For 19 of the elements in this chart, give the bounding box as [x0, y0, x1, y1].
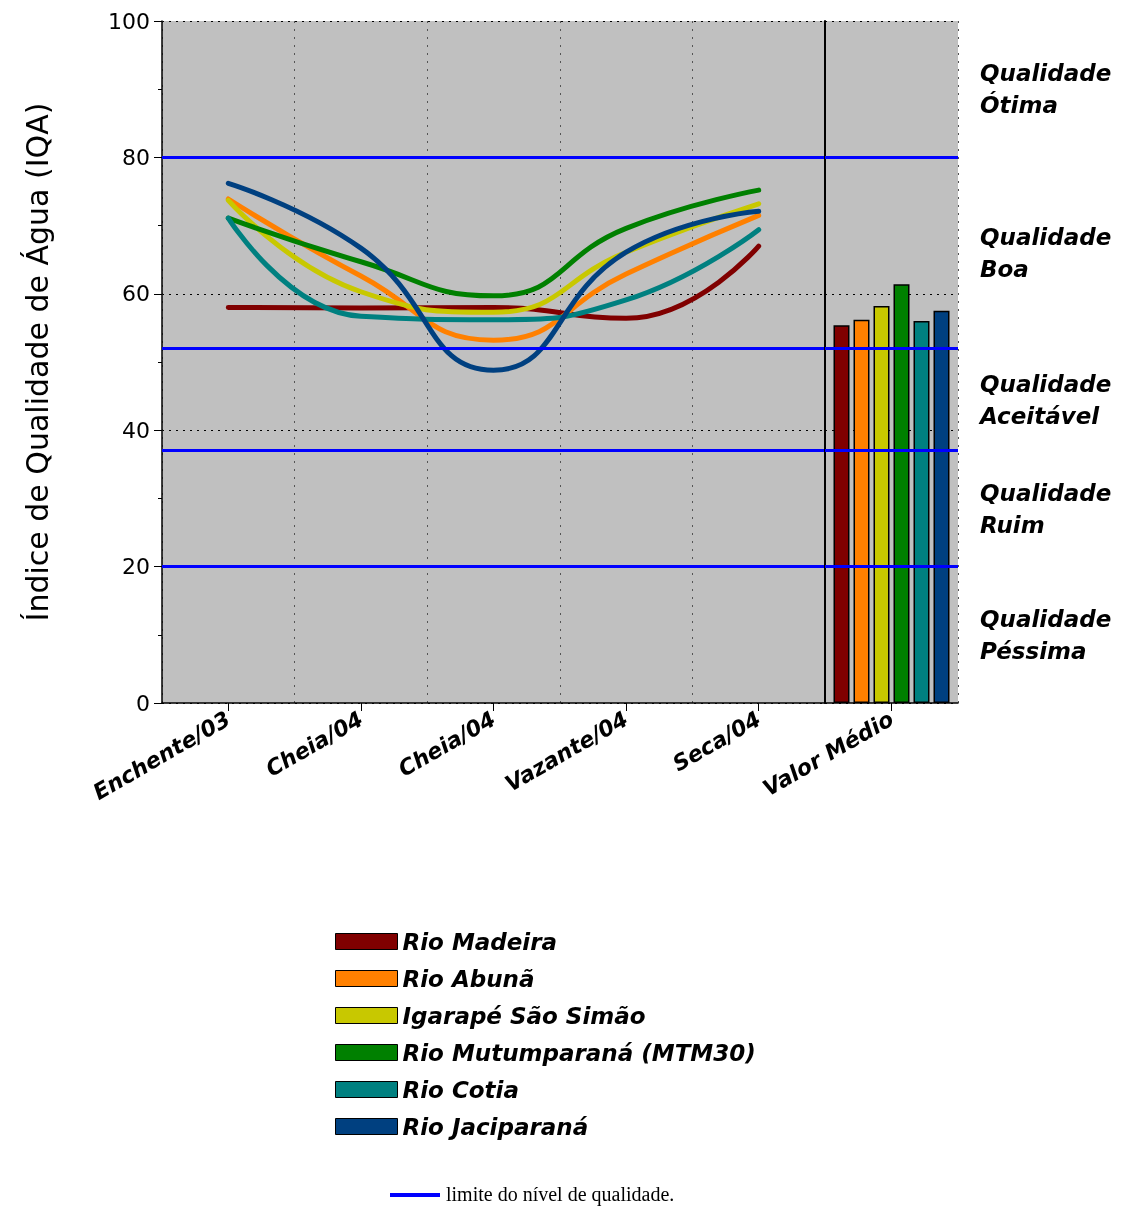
y-tick-label: 0	[136, 690, 150, 716]
text: Qualidade Ruim	[980, 479, 1120, 538]
legend-label: Igarapé São Simão	[402, 1002, 646, 1029]
y-tick-label: 40	[122, 417, 150, 443]
y-tick-label: 80	[122, 144, 150, 170]
text: Qualidade Aceitável	[978, 370, 1120, 429]
legend-label: Rio Madeira	[402, 928, 558, 955]
text: Qualidade Péssima	[980, 605, 1120, 664]
legend-label: Rio Mutumparaná (MTM30)	[402, 1039, 756, 1066]
y-tick-label: 20	[122, 554, 150, 580]
text: limite do nível de qualidade.	[446, 1183, 675, 1206]
text: Qualidade Ótima	[980, 60, 1120, 119]
legend-label: Rio Abunã	[402, 965, 535, 992]
legend-label: Rio Cotia	[402, 1076, 519, 1103]
y-tick-label: 100	[108, 8, 150, 34]
legend-label: Rio Jaciparaná	[402, 1113, 589, 1140]
y-axis-title: Índice de Qualidade de Água (IQA)	[19, 102, 55, 622]
text: Qualidade Boa	[980, 223, 1120, 282]
y-tick-label: 60	[122, 281, 150, 307]
